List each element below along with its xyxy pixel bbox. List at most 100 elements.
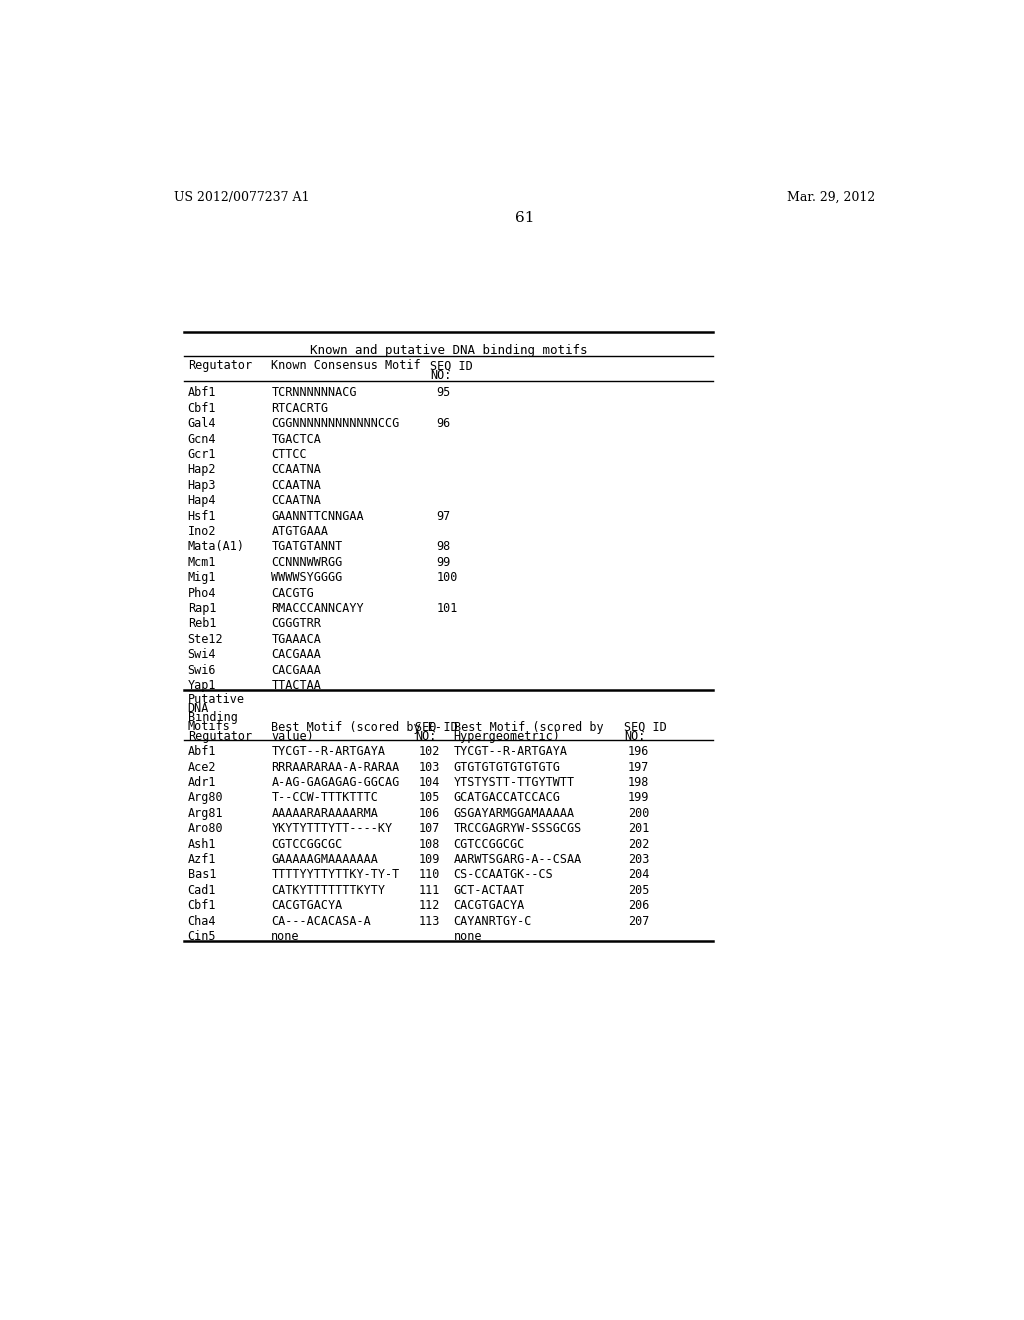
Text: 108: 108 (419, 838, 440, 850)
Text: 110: 110 (419, 869, 440, 882)
Text: GTGTGTGTGTGTGTG: GTGTGTGTGTGTGTG (454, 760, 560, 774)
Text: CACGTG: CACGTG (271, 586, 314, 599)
Text: GCATGACCATCCACG: GCATGACCATCCACG (454, 792, 560, 804)
Text: Bas1: Bas1 (187, 869, 216, 882)
Text: CA---ACACASA-A: CA---ACACASA-A (271, 915, 371, 928)
Text: Mig1: Mig1 (187, 572, 216, 585)
Text: TCRNNNNNNACG: TCRNNNNNNACG (271, 387, 357, 400)
Text: TTACTAA: TTACTAA (271, 678, 322, 692)
Text: Cbf1: Cbf1 (187, 401, 216, 414)
Text: A-AG-GAGAGAG-GGCAG: A-AG-GAGAGAG-GGCAG (271, 776, 399, 789)
Text: CGTCCGGCGC: CGTCCGGCGC (454, 838, 524, 850)
Text: 197: 197 (628, 760, 649, 774)
Text: CATKYTTTTTTTKYTY: CATKYTTTTTTTKYTY (271, 884, 385, 896)
Text: ATGTGAAA: ATGTGAAA (271, 525, 329, 539)
Text: CACGTGACYA: CACGTGACYA (454, 899, 524, 912)
Text: Hsf1: Hsf1 (187, 510, 216, 523)
Text: GSGAYARMGGAMAAAAA: GSGAYARMGGAMAAAAA (454, 807, 574, 820)
Text: 104: 104 (419, 776, 440, 789)
Text: 61: 61 (515, 211, 535, 224)
Text: CACGAAA: CACGAAA (271, 664, 322, 677)
Text: CCAATNA: CCAATNA (271, 463, 322, 477)
Text: 199: 199 (628, 792, 649, 804)
Text: Mata(A1): Mata(A1) (187, 540, 245, 553)
Text: none: none (454, 929, 482, 942)
Text: Gcr1: Gcr1 (187, 447, 216, 461)
Text: 198: 198 (628, 776, 649, 789)
Text: Abf1: Abf1 (187, 387, 216, 400)
Text: SEQ ID: SEQ ID (415, 721, 458, 734)
Text: 107: 107 (419, 822, 440, 836)
Text: 202: 202 (628, 838, 649, 850)
Text: 102: 102 (419, 744, 440, 758)
Text: Ace2: Ace2 (187, 760, 216, 774)
Text: US 2012/0077237 A1: US 2012/0077237 A1 (174, 191, 310, 203)
Text: Ino2: Ino2 (187, 525, 216, 539)
Text: Arg81: Arg81 (187, 807, 223, 820)
Text: T--CCW-TTTKTTTC: T--CCW-TTTKTTTC (271, 792, 378, 804)
Text: Mar. 29, 2012: Mar. 29, 2012 (786, 191, 876, 203)
Text: TGATGTANNT: TGATGTANNT (271, 540, 343, 553)
Text: GAAAAAGMAAAAAAA: GAAAAAGMAAAAAAA (271, 853, 378, 866)
Text: Gal4: Gal4 (187, 417, 216, 430)
Text: Pho4: Pho4 (187, 586, 216, 599)
Text: NO:: NO: (415, 730, 436, 743)
Text: 99: 99 (436, 556, 451, 569)
Text: 98: 98 (436, 540, 451, 553)
Text: Ash1: Ash1 (187, 838, 216, 850)
Text: Hypergeometric): Hypergeometric) (454, 730, 560, 743)
Text: Motifs: Motifs (187, 721, 230, 734)
Text: 196: 196 (628, 744, 649, 758)
Text: TGAAACA: TGAAACA (271, 632, 322, 645)
Text: CCAATNA: CCAATNA (271, 494, 322, 507)
Text: Cha4: Cha4 (187, 915, 216, 928)
Text: Known and putative DNA binding motifs: Known and putative DNA binding motifs (309, 345, 587, 356)
Text: value): value) (271, 730, 314, 743)
Text: Best Motif (scored by E-: Best Motif (scored by E- (271, 721, 442, 734)
Text: 205: 205 (628, 884, 649, 896)
Text: Regutator: Regutator (187, 359, 252, 372)
Text: TYCGT--R-ARTGAYA: TYCGT--R-ARTGAYA (454, 744, 567, 758)
Text: Arg80: Arg80 (187, 792, 223, 804)
Text: TYCGT--R-ARTGAYA: TYCGT--R-ARTGAYA (271, 744, 385, 758)
Text: 103: 103 (419, 760, 440, 774)
Text: Aro80: Aro80 (187, 822, 223, 836)
Text: 206: 206 (628, 899, 649, 912)
Text: Cin5: Cin5 (187, 929, 216, 942)
Text: GAANNTTCNNGAA: GAANNTTCNNGAA (271, 510, 364, 523)
Text: CCNNNWWRGG: CCNNNWWRGG (271, 556, 343, 569)
Text: Hap2: Hap2 (187, 463, 216, 477)
Text: TGACTCA: TGACTCA (271, 433, 322, 446)
Text: WWWWSYGGGG: WWWWSYGGGG (271, 572, 343, 585)
Text: Azf1: Azf1 (187, 853, 216, 866)
Text: 109: 109 (419, 853, 440, 866)
Text: Swi4: Swi4 (187, 648, 216, 661)
Text: Regutator: Regutator (187, 730, 252, 743)
Text: Gcn4: Gcn4 (187, 433, 216, 446)
Text: RTCACRTG: RTCACRTG (271, 401, 329, 414)
Text: Ste12: Ste12 (187, 632, 223, 645)
Text: 100: 100 (436, 572, 458, 585)
Text: SEQ ID: SEQ ID (624, 721, 667, 734)
Text: 200: 200 (628, 807, 649, 820)
Text: Reb1: Reb1 (187, 618, 216, 631)
Text: Known Consensus Motif: Known Consensus Motif (271, 359, 421, 372)
Text: 207: 207 (628, 915, 649, 928)
Text: 96: 96 (436, 417, 451, 430)
Text: AARWTSGARG-A--CSAA: AARWTSGARG-A--CSAA (454, 853, 582, 866)
Text: TTTTYYTTYTTKY-TY-T: TTTTYYTTYTTKY-TY-T (271, 869, 399, 882)
Text: Hap3: Hap3 (187, 479, 216, 492)
Text: CACGAAA: CACGAAA (271, 648, 322, 661)
Text: 105: 105 (419, 792, 440, 804)
Text: CCAATNA: CCAATNA (271, 479, 322, 492)
Text: Best Motif (scored by: Best Motif (scored by (454, 721, 603, 734)
Text: CGGNNNNNNNNNNNNCCG: CGGNNNNNNNNNNNNCCG (271, 417, 399, 430)
Text: 113: 113 (419, 915, 440, 928)
Text: NO:: NO: (624, 730, 645, 743)
Text: SEQ ID: SEQ ID (430, 359, 473, 372)
Text: 112: 112 (419, 899, 440, 912)
Text: Mcm1: Mcm1 (187, 556, 216, 569)
Text: CGTCCGGCGC: CGTCCGGCGC (271, 838, 343, 850)
Text: Yap1: Yap1 (187, 678, 216, 692)
Text: TRCCGAGRYW-SSSGCGS: TRCCGAGRYW-SSSGCGS (454, 822, 582, 836)
